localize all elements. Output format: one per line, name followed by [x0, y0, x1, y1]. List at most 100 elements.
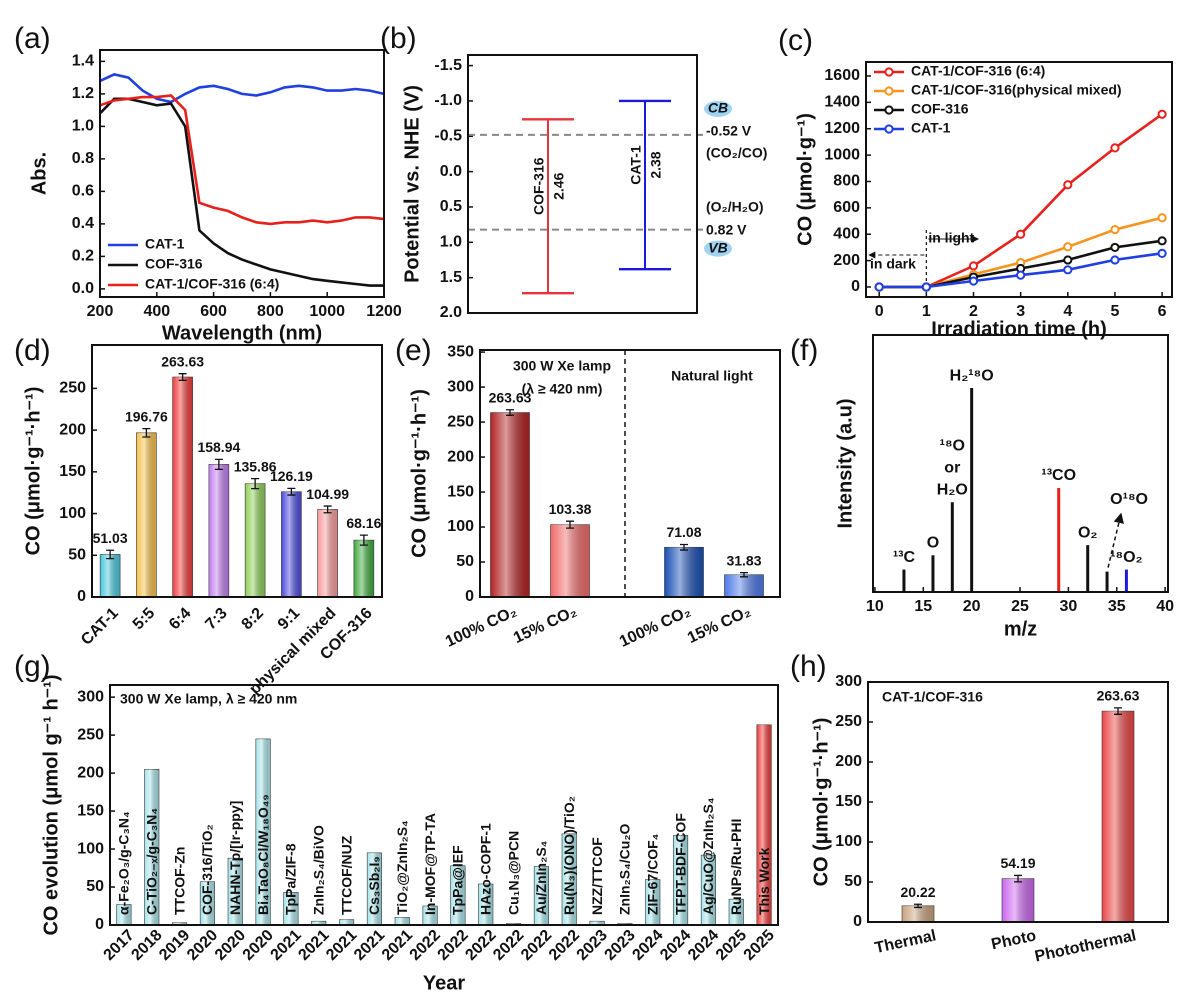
bar-label: Cs₃Sb₂I₉	[366, 856, 382, 915]
annotation: 300 W Xe lamp, λ ≥ 420 nm	[120, 691, 297, 707]
error-bar	[680, 543, 688, 551]
error-bar	[106, 549, 115, 560]
bar-label: TTCOF-Zn	[171, 847, 187, 915]
panel-label: (h)	[790, 650, 827, 683]
value-label: 51.03	[93, 530, 128, 546]
y-tick-label: 1.4	[72, 53, 94, 70]
y-tick-label: 0.8	[72, 150, 94, 167]
y-tick-label: 200	[77, 764, 104, 781]
y-tick-label: 0.5	[440, 198, 462, 215]
value-label: 68.16	[346, 515, 381, 531]
y-tick-label: -1.5	[434, 57, 462, 74]
bar-shine	[550, 524, 590, 597]
plot-frame	[867, 681, 1169, 923]
y-tick-label: 0	[851, 278, 860, 295]
value-label: 263.63	[1097, 688, 1140, 704]
y-tick-label: 100	[835, 833, 862, 850]
bar-shine	[724, 574, 764, 597]
y-tick-label: 250	[835, 713, 862, 730]
bar-shine	[645, 879, 660, 925]
annotation: in light	[928, 230, 974, 246]
x-tick-label: 200	[87, 303, 114, 320]
y-tick-label: 250	[59, 380, 86, 397]
bar-shine	[1102, 711, 1134, 922]
bar-label: This Work	[756, 847, 772, 915]
error-bar	[178, 373, 187, 382]
bar-label: TpPa@IEF	[450, 845, 466, 915]
point	[1016, 270, 1026, 280]
value-label: 20.22	[900, 884, 935, 900]
peak-label: O₂	[1078, 524, 1098, 541]
x-tick-label: 20	[963, 598, 981, 615]
y-tick-label: 1200	[824, 120, 860, 137]
point	[1110, 255, 1120, 265]
reference-couple: (CO₂/CO)	[706, 145, 767, 161]
error-bar	[287, 487, 296, 496]
plot-frame	[109, 684, 779, 926]
peak-label: ¹³C	[893, 549, 916, 566]
error-bar	[1114, 707, 1122, 715]
y-axis-title: Intensity (a.u)	[834, 398, 856, 528]
bar-label: ZnIn₂S₄/Cu₂O	[617, 823, 633, 915]
x-tick-label: 25	[1011, 598, 1029, 615]
y-tick-label: 800	[833, 173, 860, 190]
panel-label: (e)	[395, 334, 432, 367]
peak-label: H₂¹⁸O	[950, 367, 994, 384]
point	[1063, 255, 1073, 265]
bar-shine	[756, 724, 772, 925]
band-badge	[704, 240, 732, 257]
point	[1063, 180, 1073, 190]
bar-label: RuNPs/Ru-PHI	[728, 819, 744, 915]
peak-label: O	[927, 535, 939, 552]
y-tick-label: 1.0	[72, 118, 94, 135]
y-tick-label: 300	[447, 378, 474, 395]
point	[1110, 143, 1120, 153]
y-tick-label: 200	[447, 448, 474, 465]
series-line	[99, 97, 384, 287]
x-tick-label: 40	[1156, 598, 1174, 615]
bar-label: TpPa/ZIF-8	[283, 843, 299, 915]
bar-shine	[172, 377, 193, 597]
bar-label: Ag/CuO@ZnIn₂S₄	[700, 797, 716, 915]
y-tick-label: -1.0	[434, 92, 462, 109]
x-tick-label: 400	[143, 303, 170, 320]
peak-label: H₂O	[937, 481, 968, 498]
y-tick-label: 1.0	[440, 234, 462, 251]
y-tick-label: 1000	[824, 146, 860, 163]
error-bar	[142, 427, 151, 438]
point	[968, 261, 979, 271]
x-axis-title: m/z	[1004, 618, 1037, 640]
semiconductor-label: COF-316	[531, 157, 547, 215]
bar-label: NAHN-Tp/[Ir-ppy]	[227, 801, 243, 915]
bar-shine	[311, 921, 326, 925]
y-axis-title: CO (μmol·g⁻¹·h⁻¹)	[22, 387, 44, 556]
plot-frame	[91, 344, 383, 598]
y-tick-label: 200	[59, 421, 86, 438]
peak-label: ¹³CO	[1041, 467, 1076, 484]
band-label: VB	[708, 239, 727, 255]
annotation-arrow	[1107, 512, 1124, 568]
y-tick-label: 600	[833, 199, 860, 216]
legend-label: COF-316	[145, 256, 203, 272]
bar-shine	[664, 547, 704, 597]
legend-marker	[884, 124, 894, 134]
bar-shine	[902, 905, 934, 922]
y-tick-label: 50	[86, 878, 104, 895]
bar-shine	[673, 835, 688, 925]
value-label: 31.83	[726, 552, 761, 568]
panel-label: (d)	[14, 334, 51, 367]
y-tick-label: 150	[59, 463, 86, 480]
bar-shine	[136, 432, 157, 597]
x-tick-label: 30	[1059, 598, 1077, 615]
bar-shine	[589, 921, 605, 925]
y-tick-label: 150	[77, 802, 104, 819]
legend-label: CAT-1/COF-316 (6:4)	[911, 63, 1045, 79]
bar-shine	[100, 554, 121, 597]
x-tick-label: 600	[200, 303, 227, 320]
y-tick-label: 0	[77, 588, 86, 605]
y-tick-label: 250	[77, 726, 104, 743]
y-axis-title: CO evolution (μmol g⁻¹ h⁻¹)	[40, 674, 62, 935]
bar-label: C-TiO₂₋ₓ/g-C₃N₄	[143, 808, 159, 915]
bar-shine	[208, 464, 229, 597]
value-label: 158.94	[197, 439, 240, 455]
